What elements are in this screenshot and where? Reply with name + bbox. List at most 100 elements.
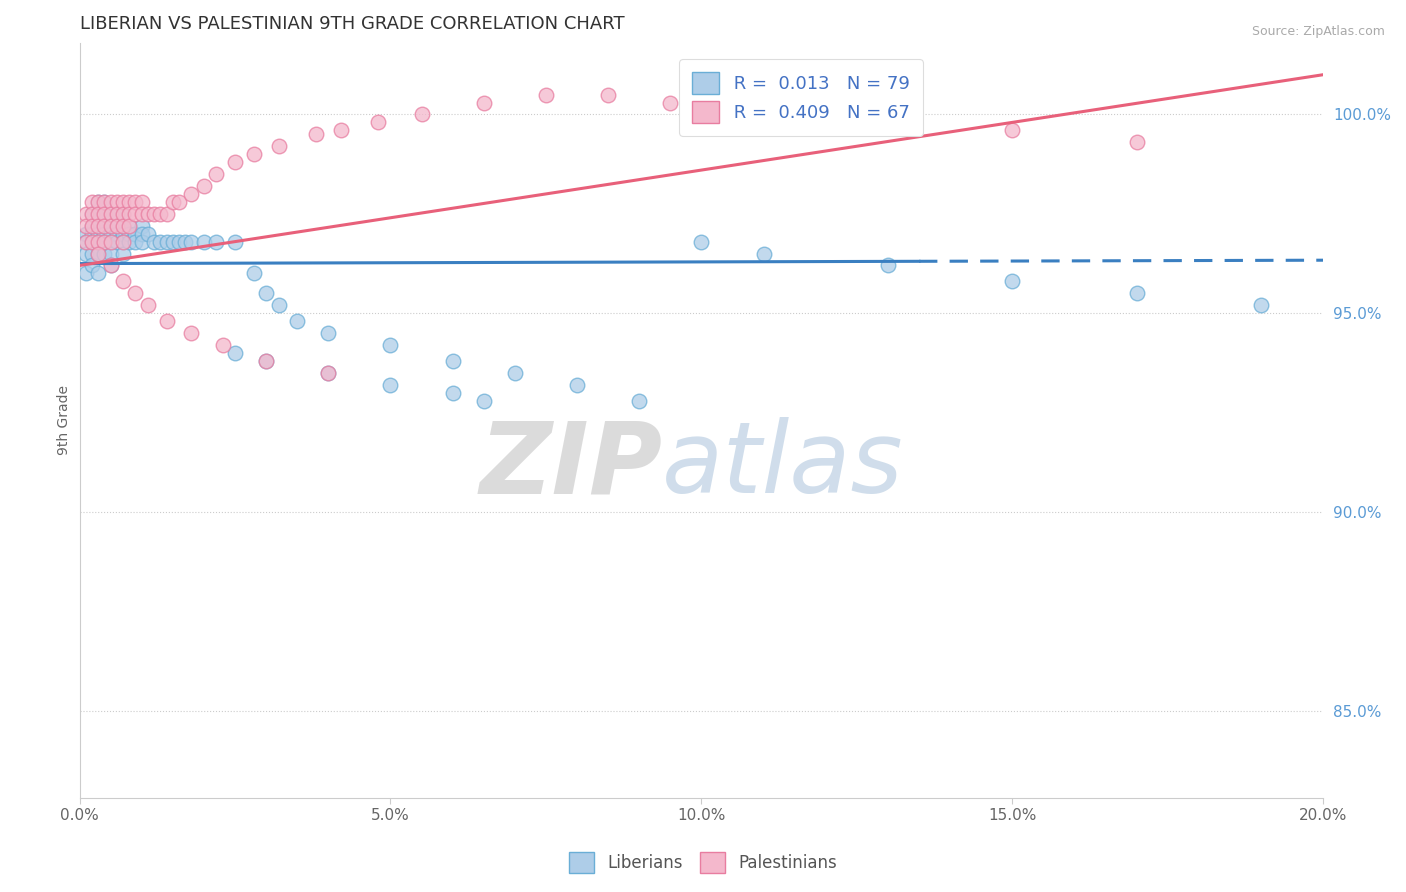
Point xyxy=(118,235,141,249)
Point xyxy=(628,393,651,408)
Point xyxy=(193,235,215,249)
Y-axis label: 9th Grade: 9th Grade xyxy=(58,385,72,456)
Point xyxy=(93,235,115,249)
Point xyxy=(124,235,146,249)
Point xyxy=(316,326,339,340)
Point xyxy=(1001,123,1024,137)
Point xyxy=(131,227,153,241)
Point xyxy=(75,207,97,221)
Point xyxy=(155,235,177,249)
Point xyxy=(118,219,141,233)
Point xyxy=(100,235,122,249)
Point xyxy=(267,298,290,312)
Point xyxy=(180,235,202,249)
Point xyxy=(87,194,110,209)
Point xyxy=(367,115,389,129)
Point xyxy=(100,246,122,260)
Point xyxy=(100,235,122,249)
Point xyxy=(155,314,177,328)
Point xyxy=(136,298,159,312)
Point xyxy=(503,366,526,380)
Point xyxy=(93,227,115,241)
Point xyxy=(87,194,110,209)
Point xyxy=(105,219,128,233)
Point xyxy=(131,219,153,233)
Point xyxy=(224,235,246,249)
Point xyxy=(112,194,135,209)
Point xyxy=(136,227,159,241)
Point xyxy=(254,354,277,368)
Point xyxy=(87,207,110,221)
Point xyxy=(87,267,110,281)
Point xyxy=(80,207,103,221)
Point xyxy=(205,235,228,249)
Point xyxy=(242,147,264,161)
Point xyxy=(180,326,202,340)
Point xyxy=(75,235,97,249)
Point xyxy=(75,246,97,260)
Point xyxy=(93,194,115,209)
Point xyxy=(87,235,110,249)
Point xyxy=(100,219,122,233)
Point xyxy=(112,207,135,221)
Point xyxy=(162,194,184,209)
Point xyxy=(100,207,122,221)
Point xyxy=(112,219,135,233)
Point xyxy=(80,219,103,233)
Point xyxy=(149,207,172,221)
Point xyxy=(93,194,115,209)
Legend: Liberians, Palestinians: Liberians, Palestinians xyxy=(562,846,844,880)
Point xyxy=(380,377,402,392)
Point xyxy=(87,207,110,221)
Point xyxy=(118,227,141,241)
Point xyxy=(105,207,128,221)
Point xyxy=(441,354,464,368)
Point xyxy=(174,235,197,249)
Point xyxy=(598,87,620,102)
Point xyxy=(131,194,153,209)
Point xyxy=(136,207,159,221)
Point xyxy=(80,235,103,249)
Point xyxy=(1250,298,1272,312)
Point xyxy=(105,207,128,221)
Point xyxy=(143,235,166,249)
Point xyxy=(75,267,97,281)
Point xyxy=(80,246,103,260)
Point xyxy=(112,227,135,241)
Point xyxy=(316,366,339,380)
Point xyxy=(752,107,775,121)
Point xyxy=(105,219,128,233)
Point xyxy=(75,219,97,233)
Point xyxy=(193,178,215,193)
Point xyxy=(380,338,402,352)
Text: atlas: atlas xyxy=(661,417,903,515)
Point xyxy=(112,274,135,288)
Point xyxy=(87,246,110,260)
Point xyxy=(267,139,290,153)
Point xyxy=(124,194,146,209)
Point xyxy=(316,366,339,380)
Point xyxy=(80,219,103,233)
Point xyxy=(112,235,135,249)
Text: ZIP: ZIP xyxy=(479,417,662,515)
Point xyxy=(93,219,115,233)
Point xyxy=(112,207,135,221)
Point xyxy=(472,393,495,408)
Point xyxy=(80,227,103,241)
Point xyxy=(93,235,115,249)
Point xyxy=(752,246,775,260)
Point xyxy=(305,128,328,142)
Point xyxy=(565,377,588,392)
Point xyxy=(877,115,900,129)
Point xyxy=(80,235,103,249)
Point xyxy=(93,219,115,233)
Point xyxy=(205,167,228,181)
Point xyxy=(167,194,190,209)
Point xyxy=(690,235,713,249)
Point xyxy=(87,227,110,241)
Point xyxy=(80,259,103,273)
Point xyxy=(93,207,115,221)
Point xyxy=(124,207,146,221)
Point xyxy=(112,219,135,233)
Point xyxy=(75,227,97,241)
